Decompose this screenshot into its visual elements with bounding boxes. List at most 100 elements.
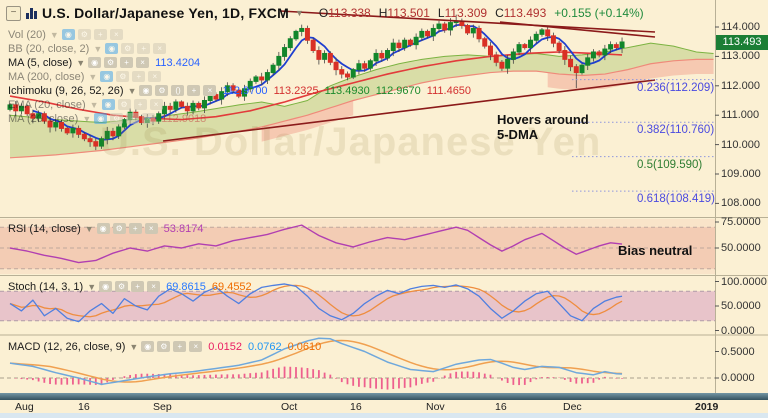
time-axis-label: 2019 xyxy=(695,401,719,413)
close-icon[interactable]: × xyxy=(153,43,167,54)
indicator-label: MA (5, close) xyxy=(8,56,73,69)
symbol-watermark: U.S. Dollar/Japanese Yen xyxy=(100,120,602,164)
axis-label: 110.000 xyxy=(721,138,760,151)
close-icon[interactable]: × xyxy=(136,57,150,68)
close-icon[interactable]: × xyxy=(147,281,161,292)
plus-icon[interactable]: + xyxy=(137,43,151,54)
indicator-row-vol[interactable]: Vol (20) ▼ ◉ ⚙ + × xyxy=(8,28,123,41)
indicator-value: 0.0610 xyxy=(287,340,322,353)
close-icon[interactable]: × xyxy=(149,99,163,110)
indicator-value: 53.8174 xyxy=(163,222,204,235)
indicator-label: RSI (14, close) xyxy=(8,222,81,235)
chevron-down-icon[interactable]: ▼ xyxy=(127,85,137,96)
chevron-down-icon[interactable]: ▼ xyxy=(93,43,103,54)
plus-icon[interactable]: + xyxy=(187,85,201,96)
chevron-down-icon[interactable]: ▼ xyxy=(49,29,59,40)
axis-label: 0.5000 xyxy=(721,345,755,358)
eye-icon[interactable]: ◉ xyxy=(100,71,114,82)
eye-icon[interactable]: ◉ xyxy=(99,281,113,292)
collapse-pane-icon[interactable]: − xyxy=(6,5,21,21)
plus-icon[interactable]: + xyxy=(133,99,147,110)
axis-label: 0.0000 xyxy=(721,324,755,337)
eye-icon[interactable]: ◉ xyxy=(94,113,108,124)
chevron-down-icon[interactable]: ▼ xyxy=(87,281,97,292)
close-icon[interactable]: × xyxy=(144,223,158,234)
chevron-down-icon[interactable]: ▼ xyxy=(294,8,304,18)
indicator-row-rsi[interactable]: RSI (14, close) ▼ ◉ ⚙ + × 53.8174 xyxy=(8,222,203,235)
close-icon[interactable]: × xyxy=(189,341,203,352)
indicator-row-ema[interactable]: EMA (20, close) ▼ ◉ ⚙ + × xyxy=(8,98,163,111)
indicator-value: 113.4204 xyxy=(155,56,201,69)
time-axis-label: 16 xyxy=(495,401,507,413)
indicator-value: 0.0152 xyxy=(208,340,242,353)
close-icon[interactable]: × xyxy=(148,71,162,82)
plus-icon[interactable]: + xyxy=(128,223,142,234)
eye-icon[interactable]: ◉ xyxy=(139,85,153,96)
gear-icon[interactable]: ⚙ xyxy=(112,223,126,234)
chevron-down-icon[interactable]: ▼ xyxy=(129,341,139,352)
eye-icon[interactable]: ◉ xyxy=(88,57,102,68)
plus-icon[interactable]: + xyxy=(126,113,140,124)
axis-label: 50.0000 xyxy=(721,300,761,312)
time-axis-label: Nov xyxy=(426,401,445,413)
symbol-icon xyxy=(26,7,37,19)
gear-icon[interactable]: ⚙ xyxy=(117,99,131,110)
eye-icon[interactable]: ◉ xyxy=(101,99,115,110)
time-axis-label: Dec xyxy=(563,401,582,413)
plus-icon[interactable]: + xyxy=(131,281,145,292)
indicator-row-bb[interactable]: BB (20, close, 2) ▼ ◉ ⚙ + × xyxy=(8,42,167,55)
plus-icon[interactable]: + xyxy=(173,341,187,352)
chevron-down-icon[interactable]: ▼ xyxy=(88,71,98,82)
indicator-value: 69.4552 xyxy=(211,280,252,293)
indicator-value: 113.4930 xyxy=(324,84,370,97)
indicator-row-macd[interactable]: MACD (12, 26, close, 9) ▼ ◉ ⚙ + × 0.0152 0.0762… xyxy=(8,340,321,353)
gear-icon[interactable]: ⚙ xyxy=(157,341,171,352)
symbol-title[interactable]: U.S. Dollar/Japanese Yen, 1D, FXCM xyxy=(42,5,289,21)
close-icon[interactable]: × xyxy=(203,85,217,96)
eye-icon[interactable]: ◉ xyxy=(105,43,119,54)
indicator-value: 111.4650 xyxy=(426,84,472,97)
gear-icon[interactable]: ⚙ xyxy=(115,281,129,292)
gear-icon[interactable]: ⚙ xyxy=(116,71,130,82)
fib-level-label: 0.5(109.590) xyxy=(637,158,703,171)
close-icon[interactable]: × xyxy=(109,29,123,40)
gear-icon[interactable]: ⚙ xyxy=(77,29,91,40)
indicator-row-ma20[interactable]: MA (20, close) ▼ ◉ ⚙ + × 112.9018 xyxy=(8,112,206,125)
chevron-down-icon[interactable]: ▼ xyxy=(89,99,99,110)
indicator-row-ma5[interactable]: MA (5, close) ▼ ◉ ⚙ + × 113.4204 xyxy=(8,56,200,69)
indicator-value: 112.9670 xyxy=(375,84,421,97)
indicator-value: 113.2325 xyxy=(273,84,319,97)
indicator-value: 112.9018 xyxy=(161,112,207,125)
eye-icon[interactable]: ◉ xyxy=(96,223,110,234)
eye-icon[interactable]: ◉ xyxy=(141,341,155,352)
gear-icon[interactable]: ⚙ xyxy=(121,43,135,54)
horizontal-scrollbar[interactable] xyxy=(0,393,768,400)
indicator-row-ma200[interactable]: MA (200, close) ▼ ◉ ⚙ + × xyxy=(8,70,162,83)
time-axis-label: Sep xyxy=(153,401,172,413)
fib-level-label: 0.382(110.760) xyxy=(637,124,715,137)
axis-label: 100.0000 xyxy=(721,275,767,288)
paren-icon[interactable]: () xyxy=(171,85,185,96)
chart-header: − U.S. Dollar/Japanese Yen, 1D, FXCM ▼ O… xyxy=(6,5,644,21)
indicator-label: Ichimoku (9, 26, 52, 26) xyxy=(8,84,124,97)
indicator-value: 0.0762 xyxy=(247,340,282,353)
eye-icon[interactable]: ◉ xyxy=(61,29,75,40)
axis-label: 109.000 xyxy=(721,168,761,180)
axis-label: 114.000 xyxy=(721,21,760,33)
chevron-down-icon[interactable]: ▼ xyxy=(84,223,94,234)
indicator-row-ichimoku[interactable]: Ichimoku (9, 26, 52, 26) ▼ ◉ ⚙() + × 112.9700 1… xyxy=(8,84,471,97)
close-icon[interactable]: × xyxy=(142,113,156,124)
annotation-hovers-5dma: Hovers around 5-DMA xyxy=(497,112,589,142)
chevron-down-icon[interactable]: ▼ xyxy=(76,57,86,68)
gear-icon[interactable]: ⚙ xyxy=(110,113,124,124)
gear-icon[interactable]: ⚙ xyxy=(155,85,169,96)
plus-icon[interactable]: + xyxy=(132,71,146,82)
indicator-row-stoch[interactable]: Stoch (14, 3, 1) ▼ ◉ ⚙ + × 69.8615 69.4552 xyxy=(8,280,252,293)
time-axis-label: Aug xyxy=(15,401,34,413)
gear-icon[interactable]: ⚙ xyxy=(104,57,118,68)
plus-icon[interactable]: + xyxy=(120,57,134,68)
plus-icon[interactable]: + xyxy=(93,29,107,40)
time-axis[interactable]: Aug 16 Sep Oct 16 Nov 16 Dec 2019 xyxy=(0,400,768,413)
indicator-value: 69.8615 xyxy=(166,280,206,293)
chevron-down-icon[interactable]: ▼ xyxy=(82,113,92,124)
